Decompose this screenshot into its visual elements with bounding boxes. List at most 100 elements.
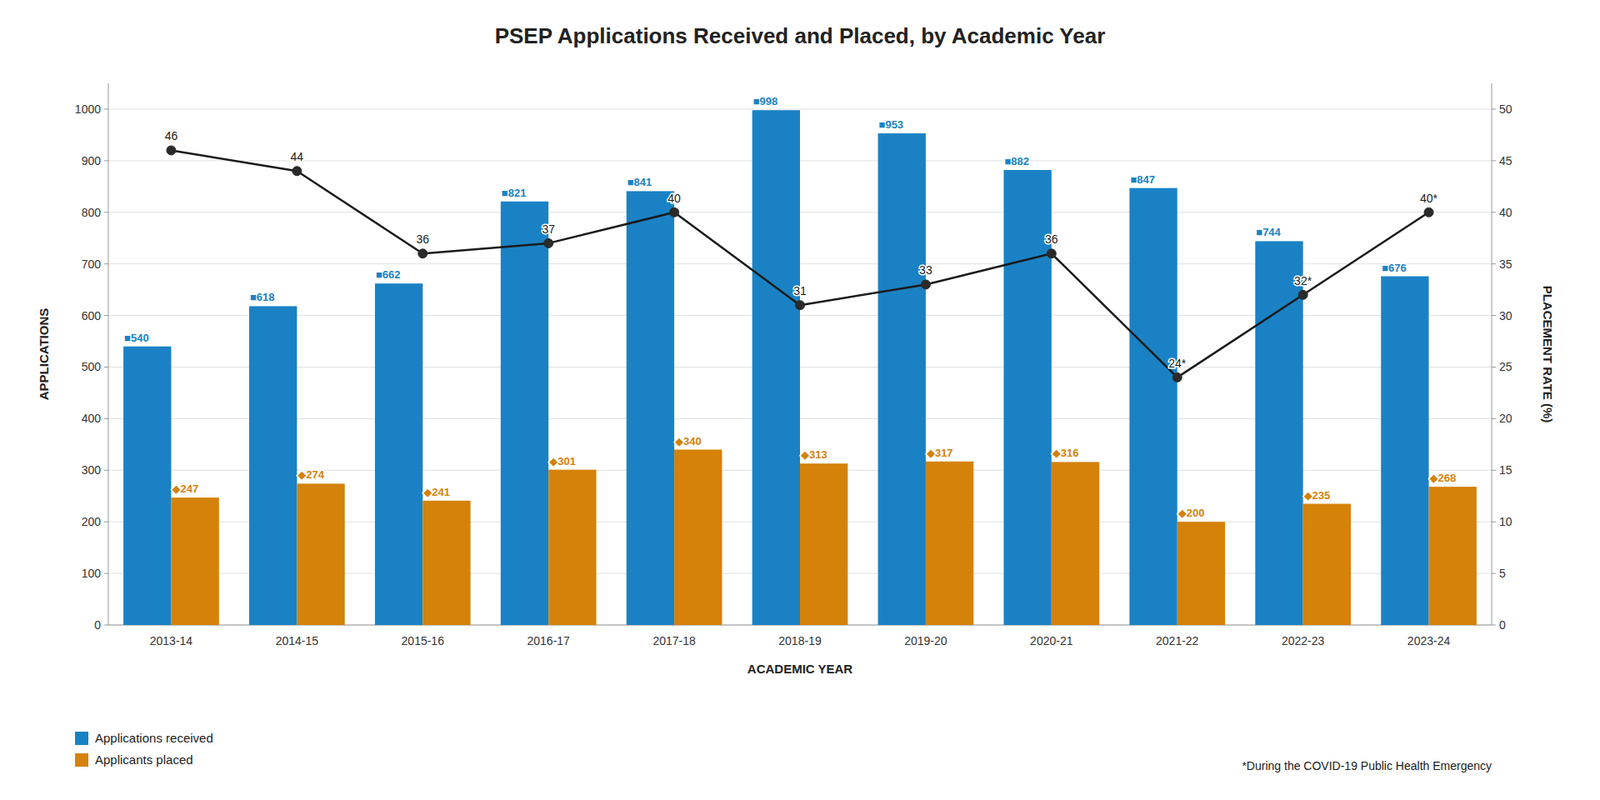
data-label: ◆340 [675,435,702,448]
tick-label: 1000 [75,102,101,116]
data-label: 37 [541,222,555,236]
grid [108,109,1492,625]
line-marker [544,238,554,248]
tick [1491,160,1496,161]
tick [104,521,109,523]
tick-label: 0 [94,618,101,632]
tick [1491,521,1496,523]
tick [1491,315,1496,316]
tick [1491,573,1496,575]
tick-label: 100 [81,566,102,580]
line-marker [418,249,428,259]
bar [1177,521,1225,625]
bar [1129,188,1177,625]
data-label: ■676 [1381,261,1407,275]
data-label: 44 [290,150,305,164]
tick [104,573,109,575]
axis-label: PLACEMENT RATE (%) [1540,285,1555,424]
legend: Applications received Applicants placed [75,730,214,767]
tick-label: 2023-24 [1407,634,1451,648]
data-label: 33 [919,263,933,277]
marks [123,110,1477,625]
tick-label: 10 [1499,515,1513,529]
data-label: ■540 [124,331,150,345]
data-label: ■847 [1130,173,1155,186]
data-label: ■953 [879,118,905,131]
data-labels: ■540■618■662■821■841■998■953■882■847■744… [124,95,1456,520]
bar [878,133,926,625]
tick-label: 2020-21 [1030,634,1074,648]
tick-label: 50 [1499,102,1513,116]
tick-label: 40 [1499,205,1513,220]
data-label: ■841 [627,175,653,189]
bar [422,500,470,625]
tick [104,211,109,213]
tick [1491,211,1496,213]
data-label: ◆274 [297,468,325,481]
data-label: ◆268 [1430,471,1457,485]
tick-label: 2016-17 [526,634,570,648]
bar [1303,504,1351,625]
tick-label: 600 [81,309,102,323]
legend-entry: Applicants placed [95,752,194,767]
tick [104,366,109,368]
axis-line [1491,83,1493,625]
data-label: ◆301 [549,455,576,468]
bar [1051,461,1100,625]
tick-label: 200 [81,515,102,529]
tick [1491,108,1496,110]
bar [500,201,549,625]
legend-swatch [75,731,89,745]
bar [626,190,675,625]
tick-label: 2017-18 [652,634,696,648]
line-marker [670,207,680,217]
grid-line [108,108,1492,110]
tick-label: 900 [81,154,102,168]
tick [1491,366,1496,368]
axis-label: ACADEMIC YEAR [747,661,854,676]
tick-label: 20 [1499,411,1513,425]
tick [104,263,109,265]
line [170,150,1429,377]
bar [375,283,423,625]
tick [1491,418,1496,420]
line-marker [920,280,930,290]
tick-label: 400 [81,411,102,425]
data-label: ■662 [375,268,401,281]
data-label: ■821 [501,186,527,200]
title: PSEP Applications Received and Placed, b… [495,23,1106,49]
bar [170,497,219,625]
legend-entry: Applications received [95,730,214,745]
data-label: ■998 [753,95,779,108]
bar [548,470,596,625]
line-marker [166,145,176,155]
chart: PSEP Applications Received and Placed, b… [0,0,1600,800]
data-label: ◆235 [1304,489,1331,502]
data-label: ◆313 [800,448,828,461]
tick-label: 800 [81,205,102,220]
tick-label: 45 [1499,154,1513,168]
axis-line [108,83,110,625]
tick-label: 5 [1499,566,1506,580]
tick [1491,470,1496,471]
tick-label: 2018-19 [778,634,822,648]
bar [752,110,800,625]
data-label: 36 [415,232,430,246]
bar [674,450,722,625]
tick-label: 2022-23 [1281,634,1325,648]
data-label: ■744 [1255,225,1281,239]
line-marker [1298,290,1308,300]
bar [925,461,974,625]
bar [1429,486,1477,625]
tick-label: 700 [81,257,102,271]
tick [104,418,109,420]
tick-label: 30 [1499,309,1513,323]
tick-label: 0 [1499,618,1506,632]
data-label: 40 [667,191,681,205]
data-label: ◆247 [171,482,199,495]
bar [123,346,171,625]
tick [1491,263,1496,265]
tick-label: 25 [1499,360,1513,374]
tick [104,315,109,316]
data-label: 24* [1168,356,1187,370]
